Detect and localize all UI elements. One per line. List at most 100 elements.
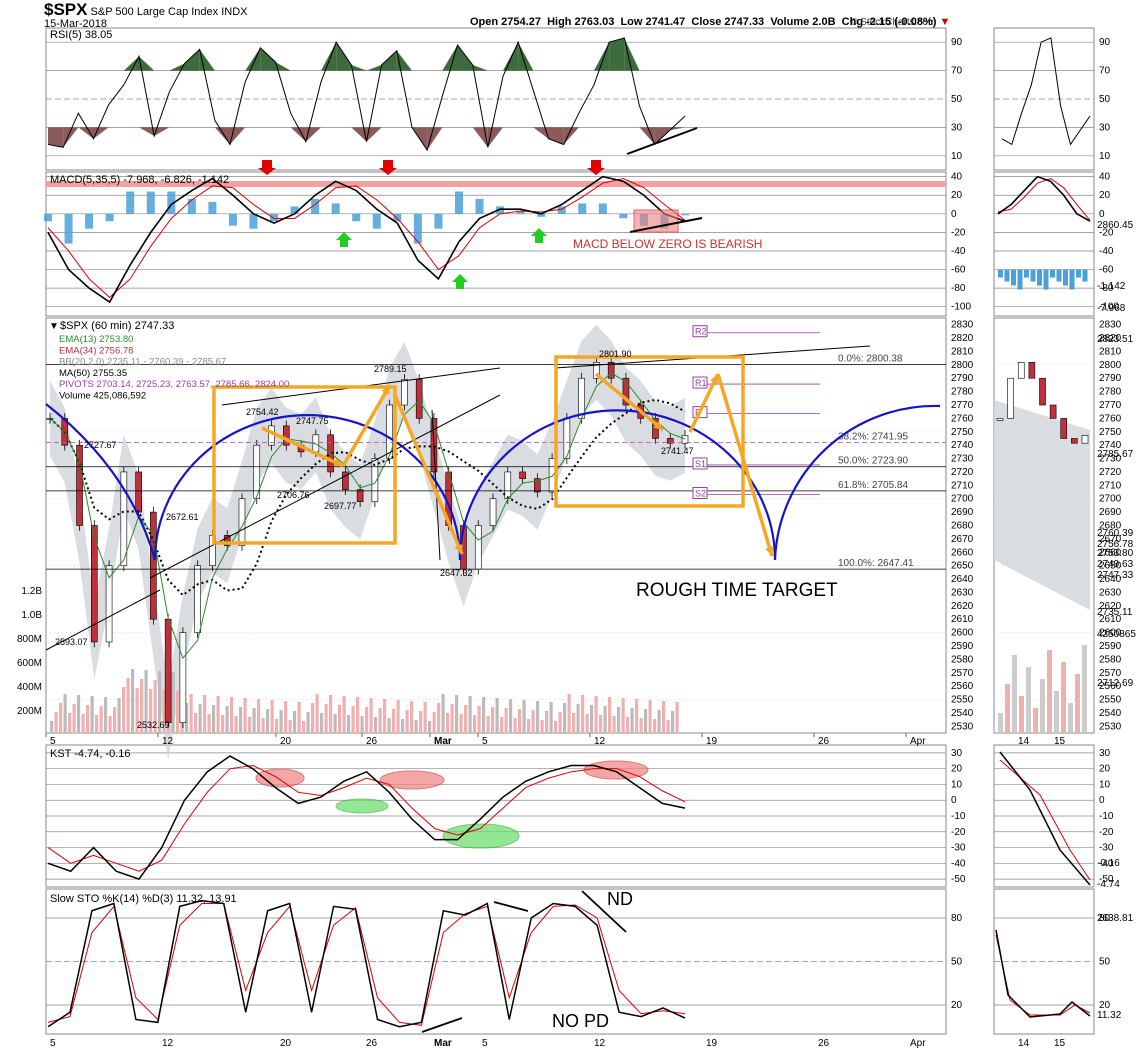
price-mini-y-tick-label: 2790 <box>1099 373 1122 384</box>
price-mini-y-tick-label: 2660 <box>1099 547 1122 558</box>
volume-bar <box>320 713 324 733</box>
candle-body <box>164 618 172 724</box>
kst-y-tick-label: -40 <box>951 858 966 869</box>
x-axis-label-bottom: 26 <box>366 1038 378 1049</box>
rsi-overbought-fill <box>139 56 155 71</box>
price-mini-y-tick-label: 2670 <box>1099 534 1122 545</box>
volume-bar <box>77 695 81 733</box>
price-legend-entry: BB(20,2.0) 2735.11 - 2760.39 - 2785.67 <box>59 357 226 368</box>
x-axis-label: Apr <box>910 736 926 747</box>
volume-bar <box>653 719 657 733</box>
price-mini-y-tick-label: 2750 <box>1099 427 1122 438</box>
x-axis-label-bottom: 20 <box>280 1038 292 1049</box>
macd-histogram-bar <box>311 198 320 214</box>
volume-bar <box>662 701 666 733</box>
sto-mini-y-tick-label: 50 <box>1099 957 1111 968</box>
volume-bar <box>198 704 202 733</box>
volume-bar <box>513 718 517 733</box>
candle-body <box>371 458 379 503</box>
price-mini-y-tick-label: 2710 <box>1099 480 1122 491</box>
exchange: INDX <box>221 6 248 18</box>
volume-bar <box>531 710 535 733</box>
volume-bar <box>675 702 679 733</box>
volume-bar <box>86 705 90 733</box>
rsi-oversold-fill <box>154 127 170 136</box>
volume-bar <box>342 696 346 733</box>
price-point-label: 2706.76 <box>277 490 310 500</box>
rsi-oversold-fill <box>366 127 382 142</box>
volume-bar <box>369 698 373 733</box>
volume-tick-label: 800M <box>17 634 42 645</box>
mini-candle-body <box>1049 404 1057 419</box>
rsi-mini-y-tick-label: 50 <box>1099 94 1111 105</box>
rsi-oversold-fill <box>472 127 488 148</box>
macd-line <box>47 175 686 304</box>
x-axis-label-bottom: 5 <box>50 1038 56 1049</box>
rsi-overbought-fill <box>336 42 352 71</box>
price-y-tick-label: 2640 <box>951 574 974 585</box>
macd-histogram-bar <box>537 213 546 217</box>
x-axis-label: 26 <box>366 736 378 747</box>
price-legend-entry: Volume 425,086,592 <box>59 391 146 402</box>
volume-bar <box>576 704 580 733</box>
x-axis-label-bottom: Apr <box>910 1038 926 1049</box>
macd-mini-histogram-bar <box>1017 269 1023 290</box>
rsi-overbought-fill <box>503 42 519 71</box>
volume-bar <box>509 699 513 733</box>
x-axis-label: 12 <box>162 736 174 747</box>
volume-bar <box>491 707 495 733</box>
kst-y-tick-label: -30 <box>951 843 966 854</box>
kst-mini-y-tick-label: -10 <box>1099 811 1114 822</box>
price-legend-entry: EMA(34) 2756.78 <box>59 345 133 356</box>
price-point-label: 2647.32 <box>440 568 473 578</box>
candle-body <box>534 478 541 493</box>
candle-body <box>578 377 585 419</box>
price-mini-y-tick-label: 2620 <box>1099 601 1122 612</box>
price-mini-y-tick-label: 2820 <box>1099 333 1122 344</box>
rsi-overbought-fill <box>184 49 200 71</box>
volume-bar <box>482 697 486 733</box>
price-mini-y-tick-label: 2610 <box>1099 614 1122 625</box>
rsi-oversold-fill <box>78 127 94 139</box>
macd-histogram-bar <box>434 213 443 229</box>
rsi-overbought-fill <box>518 42 534 71</box>
volume-bar <box>306 712 310 733</box>
volume-bar <box>275 719 279 733</box>
kst-signal-line <box>47 764 686 872</box>
volume-bar <box>563 703 567 733</box>
macd-mini-panel-frame <box>993 171 1095 317</box>
volume-bar <box>495 698 499 733</box>
candle-body <box>607 362 615 379</box>
volume-bar <box>554 721 558 733</box>
sto-mini-value-label: 2638.81 <box>1097 913 1134 924</box>
mini-volume-bar <box>1005 684 1010 733</box>
volume-bar <box>72 704 76 733</box>
volume-bar <box>248 717 252 733</box>
rsi-oversold-fill <box>639 127 655 145</box>
macd-mini-histogram-bar <box>1069 269 1075 290</box>
macd-histogram-bar <box>352 213 361 222</box>
volume-bar <box>288 720 292 733</box>
rsi-overbought-fill <box>442 45 458 71</box>
x-axis-label-bottom: 19 <box>706 1038 718 1049</box>
mini-candle-body <box>996 418 1004 421</box>
x-axis-label-bottom: 12 <box>594 1038 606 1049</box>
macd-histogram-bar <box>64 213 73 244</box>
macd-histogram-bar <box>126 191 135 214</box>
volume-bar <box>608 697 612 733</box>
macd-y-tick-label: -100 <box>951 302 971 313</box>
price-mini-y-tick-label: 2760 <box>1099 413 1122 424</box>
mini-price-label: 2747.33 <box>1097 570 1134 581</box>
macd-y-tick-label: 0 <box>951 209 957 220</box>
trough-arrow-icon <box>452 274 468 289</box>
price-y-tick-label: 2600 <box>951 628 974 639</box>
volume-bar <box>657 710 661 733</box>
candle-legend-icon: ▼ <box>49 321 59 332</box>
volume-bar <box>315 694 319 733</box>
rsi-overbought-fill <box>396 50 412 71</box>
macd-y-tick-label: 40 <box>951 172 963 183</box>
macd-highlight-box <box>633 209 679 233</box>
candle-body <box>253 444 261 500</box>
sto-y-tick-label: 80 <box>951 913 963 924</box>
time-cycle-arc <box>458 409 777 561</box>
